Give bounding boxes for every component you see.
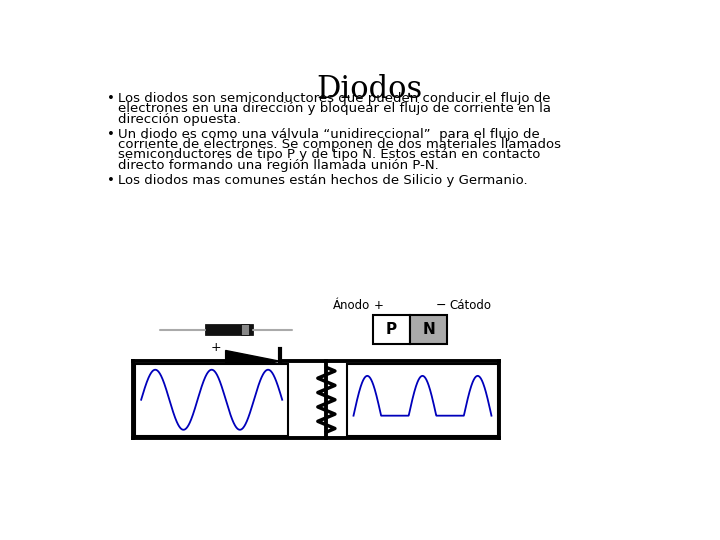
Text: P: P	[386, 322, 397, 337]
Text: Un diodo es como una válvula “unidireccional”  para el flujo de: Un diodo es como una válvula “unidirecci…	[118, 127, 540, 140]
Text: •: •	[107, 127, 115, 140]
Text: electrones en una dirección y bloquear el flujo de corriente en la: electrones en una dirección y bloquear e…	[118, 102, 551, 115]
Text: semiconductores de tipo P y de tipo N. Estos están en contacto: semiconductores de tipo P y de tipo N. E…	[118, 148, 540, 161]
Text: +: +	[211, 341, 222, 354]
Text: •: •	[107, 174, 115, 187]
Bar	[373, 315, 410, 345]
Text: •: •	[107, 92, 115, 105]
Polygon shape	[225, 350, 280, 372]
Bar	[135, 363, 289, 436]
Text: +: +	[374, 299, 384, 312]
Text: Ánodo: Ánodo	[333, 299, 371, 312]
Text: corriente de electrones. Se componen de dos materiales llamados: corriente de electrones. Se componen de …	[118, 138, 561, 151]
Text: directo formando una región llamada unión P-N.: directo formando una región llamada unió…	[118, 159, 438, 172]
Text: dirección opuesta.: dirección opuesta.	[118, 112, 240, 125]
Text: N: N	[423, 322, 435, 337]
Bar	[347, 363, 498, 436]
Text: Los diodos mas comunes están hechos de Silicio y Germanio.: Los diodos mas comunes están hechos de S…	[118, 174, 528, 187]
Bar	[241, 325, 249, 335]
Text: Cátodo: Cátodo	[449, 299, 492, 312]
Text: Diodos: Diodos	[316, 74, 422, 105]
Text: −: −	[436, 299, 446, 312]
Bar	[410, 315, 447, 345]
Text: Los diodos son semiconductores que pueden conducir el flujo de: Los diodos son semiconductores que puede…	[118, 92, 550, 105]
Bar	[204, 325, 253, 335]
